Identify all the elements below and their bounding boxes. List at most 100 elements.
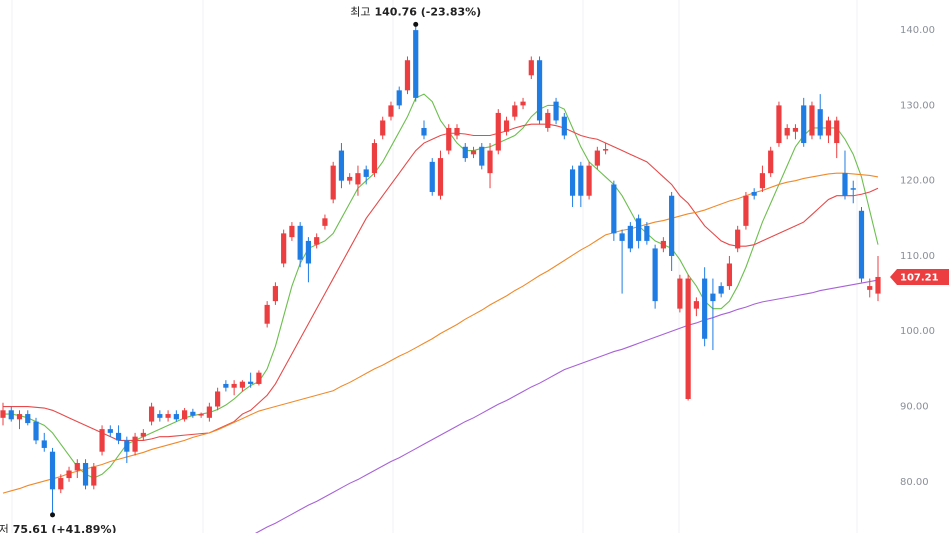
candle-body xyxy=(371,143,378,174)
candle-body xyxy=(751,191,757,196)
candle-body xyxy=(25,414,31,424)
candle-body xyxy=(314,237,320,245)
overlay: 80.00 90.00 100.00 110.00 120.00 130.00 140.00… xyxy=(0,5,949,533)
candle-body xyxy=(124,440,130,452)
candle-body xyxy=(677,278,683,309)
candle-body xyxy=(396,90,402,106)
candle-body xyxy=(338,150,345,181)
moving-average-line xyxy=(3,93,879,479)
candle-body xyxy=(693,301,699,309)
candle-body xyxy=(231,383,237,388)
candle-body xyxy=(49,451,56,490)
candle-body xyxy=(627,225,633,249)
candle-body xyxy=(792,127,799,132)
candle-body xyxy=(867,286,873,290)
candle-body xyxy=(190,411,196,416)
low-annotation-value: 75.61 (+41.89%) xyxy=(13,523,117,533)
candle-body xyxy=(16,414,23,420)
candle-body xyxy=(322,218,328,226)
candle-body xyxy=(759,173,766,189)
candle-body xyxy=(223,383,229,388)
candle-body xyxy=(206,406,212,418)
candle-body xyxy=(173,414,179,420)
vertical-grid xyxy=(11,0,858,533)
candle-body xyxy=(768,150,774,174)
candle-body xyxy=(437,158,444,196)
candle-body xyxy=(148,406,155,422)
candle-body xyxy=(132,436,138,452)
candle-body xyxy=(355,173,361,185)
candle-body xyxy=(636,218,642,241)
candle-body xyxy=(256,372,262,384)
candle-body xyxy=(157,414,163,418)
candle-body xyxy=(264,304,270,324)
candle-body xyxy=(875,276,881,294)
candle-body xyxy=(380,120,386,136)
candle-body xyxy=(421,127,427,136)
y-tick-label: 90.00 xyxy=(900,402,929,413)
candle-body xyxy=(619,233,625,241)
candle-body xyxy=(850,188,856,190)
candle-body xyxy=(834,120,840,144)
candle-body xyxy=(652,248,658,302)
y-tick-label: 130.00 xyxy=(900,100,935,111)
candle-body xyxy=(281,233,287,264)
candle-body xyxy=(429,161,435,192)
moving-average-line xyxy=(2,172,879,494)
candle-body xyxy=(825,120,832,136)
candle-body xyxy=(858,210,865,279)
candle-body xyxy=(0,410,6,418)
moving-average-line xyxy=(3,123,879,441)
candle-body xyxy=(743,195,749,226)
candle-body xyxy=(82,462,89,486)
y-tick-label: 110.00 xyxy=(900,251,935,262)
candle-body xyxy=(297,225,303,260)
candle-body xyxy=(454,127,460,136)
high-marker xyxy=(413,21,419,27)
candle-body xyxy=(561,116,567,136)
candle-body xyxy=(115,432,122,441)
candle-body xyxy=(99,429,105,452)
candle-body xyxy=(248,381,254,384)
candle-body xyxy=(536,60,543,121)
candle-body xyxy=(495,112,501,151)
candle-body xyxy=(842,173,848,196)
candle-body xyxy=(470,150,477,155)
candle-body xyxy=(8,410,14,420)
low-marker xyxy=(50,512,56,518)
candle-body xyxy=(710,293,716,302)
candle-body xyxy=(272,286,279,302)
candle-body xyxy=(462,146,468,159)
candle-body xyxy=(198,414,204,416)
candle-body xyxy=(107,429,113,433)
low-annotation: 최저 75.61 (+41.89%) xyxy=(0,523,117,533)
candle-body xyxy=(586,165,592,196)
candle-body xyxy=(660,240,666,249)
candle-body xyxy=(388,105,394,117)
candle-body xyxy=(66,470,72,479)
candle-body xyxy=(58,478,64,490)
last-price-label: 107.21 xyxy=(900,272,939,283)
candle-body xyxy=(91,466,97,486)
last-price-tag xyxy=(890,268,949,285)
high-annotation-value: 140.76 (-23.83%) xyxy=(375,5,482,18)
candle-body xyxy=(809,105,815,136)
candle-body xyxy=(817,109,823,136)
candle-body xyxy=(503,120,510,132)
candle-body xyxy=(363,169,369,177)
candle-body xyxy=(446,127,452,151)
candle-body xyxy=(239,381,245,388)
candle-body xyxy=(669,195,675,256)
low-annotation-prefix: 최저 xyxy=(0,523,9,533)
y-tick-label: 100.00 xyxy=(900,326,935,337)
high-annotation-prefix: 최고 xyxy=(350,5,370,18)
candle-body xyxy=(330,165,336,200)
candle-body xyxy=(289,225,295,238)
candle-body xyxy=(685,278,691,399)
candle-body xyxy=(735,229,741,249)
high-annotation: 최고 140.76 (-23.83%) xyxy=(350,5,481,18)
candle-body xyxy=(520,101,526,106)
candle-body xyxy=(776,105,782,144)
candle-body xyxy=(512,105,518,117)
